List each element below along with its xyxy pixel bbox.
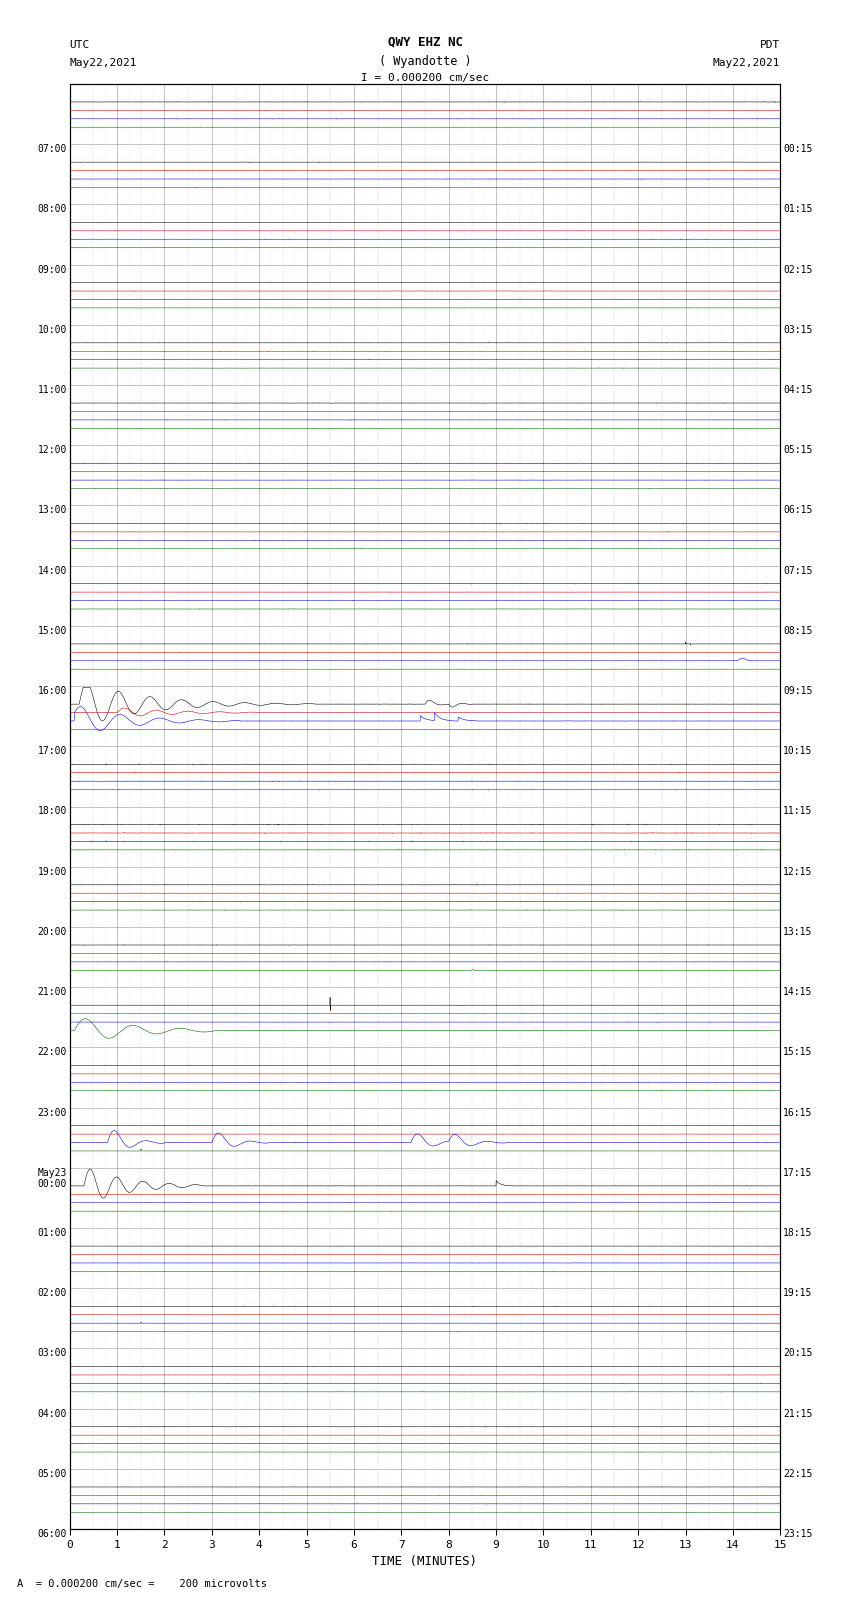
Text: May22,2021: May22,2021 — [713, 58, 780, 68]
Text: UTC: UTC — [70, 40, 90, 50]
Text: May22,2021: May22,2021 — [70, 58, 137, 68]
Text: I = 0.000200 cm/sec: I = 0.000200 cm/sec — [361, 73, 489, 82]
Text: ( Wyandotte ): ( Wyandotte ) — [379, 55, 471, 68]
X-axis label: TIME (MINUTES): TIME (MINUTES) — [372, 1555, 478, 1568]
Text: PDT: PDT — [760, 40, 780, 50]
Text: QWY EHZ NC: QWY EHZ NC — [388, 35, 462, 48]
Text: A  = 0.000200 cm/sec =    200 microvolts: A = 0.000200 cm/sec = 200 microvolts — [17, 1579, 267, 1589]
